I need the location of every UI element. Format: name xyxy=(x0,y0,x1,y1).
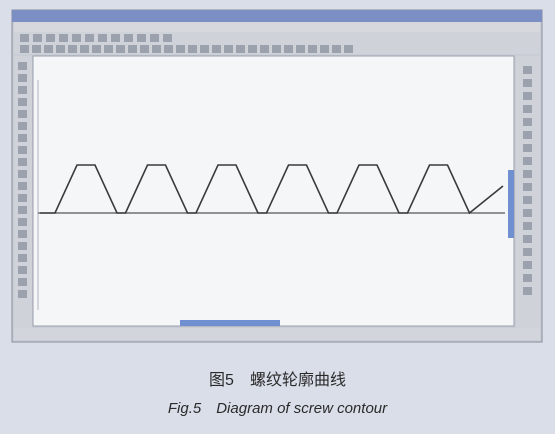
tool-button[interactable] xyxy=(124,34,133,42)
tool-button[interactable] xyxy=(46,34,55,42)
tool-button[interactable] xyxy=(18,134,27,142)
tool-button[interactable] xyxy=(332,45,341,53)
tool-button[interactable] xyxy=(111,34,120,42)
tool-button[interactable] xyxy=(85,34,94,42)
tool-button[interactable] xyxy=(18,98,27,106)
tool-button[interactable] xyxy=(523,183,532,191)
tool-button[interactable] xyxy=(18,170,27,178)
tool-button[interactable] xyxy=(33,34,42,42)
tool-button[interactable] xyxy=(523,287,532,295)
tool-button[interactable] xyxy=(320,45,329,53)
tool-button[interactable] xyxy=(523,274,532,282)
tool-button[interactable] xyxy=(68,45,77,53)
left-toolbar xyxy=(14,56,32,328)
tool-button[interactable] xyxy=(18,194,27,202)
tool-button[interactable] xyxy=(523,105,532,113)
tool-button[interactable] xyxy=(248,45,257,53)
screenshot xyxy=(0,0,555,360)
tool-button[interactable] xyxy=(18,74,27,82)
tool-button[interactable] xyxy=(523,222,532,230)
page: 图5 螺纹轮廓曲线 Fig.5 Diagram of screw contour… xyxy=(0,0,555,434)
tool-button[interactable] xyxy=(523,248,532,256)
tool-button[interactable] xyxy=(308,45,317,53)
tool-button[interactable] xyxy=(523,144,532,152)
tool-button[interactable] xyxy=(523,235,532,243)
tool-button[interactable] xyxy=(18,182,27,190)
tool-button[interactable] xyxy=(523,170,532,178)
tool-button[interactable] xyxy=(128,45,137,53)
tool-button[interactable] xyxy=(176,45,185,53)
tool-button[interactable] xyxy=(296,45,305,53)
tool-button[interactable] xyxy=(98,34,107,42)
tool-button[interactable] xyxy=(92,45,101,53)
tool-button[interactable] xyxy=(18,86,27,94)
tool-button[interactable] xyxy=(56,45,65,53)
tool-button[interactable] xyxy=(523,79,532,87)
tool-button[interactable] xyxy=(212,45,221,53)
tool-button[interactable] xyxy=(18,242,27,250)
vertical-scrollbar[interactable] xyxy=(508,170,514,238)
drawing-area xyxy=(33,56,514,326)
caption-chinese: 图5 螺纹轮廓曲线 xyxy=(0,366,555,390)
tool-button[interactable] xyxy=(18,218,27,226)
tool-button[interactable] xyxy=(20,34,29,42)
tool-button[interactable] xyxy=(163,34,172,42)
tool-button[interactable] xyxy=(523,196,532,204)
tool-button[interactable] xyxy=(152,45,161,53)
tool-button[interactable] xyxy=(200,45,209,53)
tool-button[interactable] xyxy=(284,45,293,53)
tool-button[interactable] xyxy=(32,45,41,53)
caption-english: Fig.5 Diagram of screw contour xyxy=(0,397,555,418)
tool-button[interactable] xyxy=(18,122,27,130)
tool-button[interactable] xyxy=(116,45,125,53)
horizontal-scrollbar[interactable] xyxy=(180,320,280,326)
tool-button[interactable] xyxy=(72,34,81,42)
tool-button[interactable] xyxy=(523,92,532,100)
tool-button[interactable] xyxy=(20,45,29,53)
tool-button[interactable] xyxy=(18,278,27,286)
tool-button[interactable] xyxy=(18,62,27,70)
tool-button[interactable] xyxy=(272,45,281,53)
tool-button[interactable] xyxy=(104,45,113,53)
tool-button[interactable] xyxy=(523,157,532,165)
tool-button[interactable] xyxy=(80,45,89,53)
tool-button[interactable] xyxy=(260,45,269,53)
tool-button[interactable] xyxy=(44,45,53,53)
tool-button[interactable] xyxy=(344,45,353,53)
tool-button[interactable] xyxy=(523,209,532,217)
tool-button[interactable] xyxy=(18,146,27,154)
tool-button[interactable] xyxy=(523,118,532,126)
tool-button[interactable] xyxy=(59,34,68,42)
tool-button[interactable] xyxy=(18,266,27,274)
tool-button[interactable] xyxy=(140,45,149,53)
tool-button[interactable] xyxy=(18,158,27,166)
tool-button[interactable] xyxy=(164,45,173,53)
tool-button[interactable] xyxy=(188,45,197,53)
tool-button[interactable] xyxy=(523,261,532,269)
tool-button[interactable] xyxy=(18,230,27,238)
tool-button[interactable] xyxy=(18,254,27,262)
menu-bar xyxy=(14,22,540,32)
tool-button[interactable] xyxy=(18,206,27,214)
tool-button[interactable] xyxy=(224,45,233,53)
tool-button[interactable] xyxy=(523,66,532,74)
tool-button[interactable] xyxy=(137,34,146,42)
title-bar xyxy=(12,10,542,22)
tool-button[interactable] xyxy=(18,110,27,118)
tool-button[interactable] xyxy=(523,131,532,139)
status-bar xyxy=(14,328,540,340)
tool-button[interactable] xyxy=(18,290,27,298)
tool-button[interactable] xyxy=(150,34,159,42)
tool-button[interactable] xyxy=(236,45,245,53)
